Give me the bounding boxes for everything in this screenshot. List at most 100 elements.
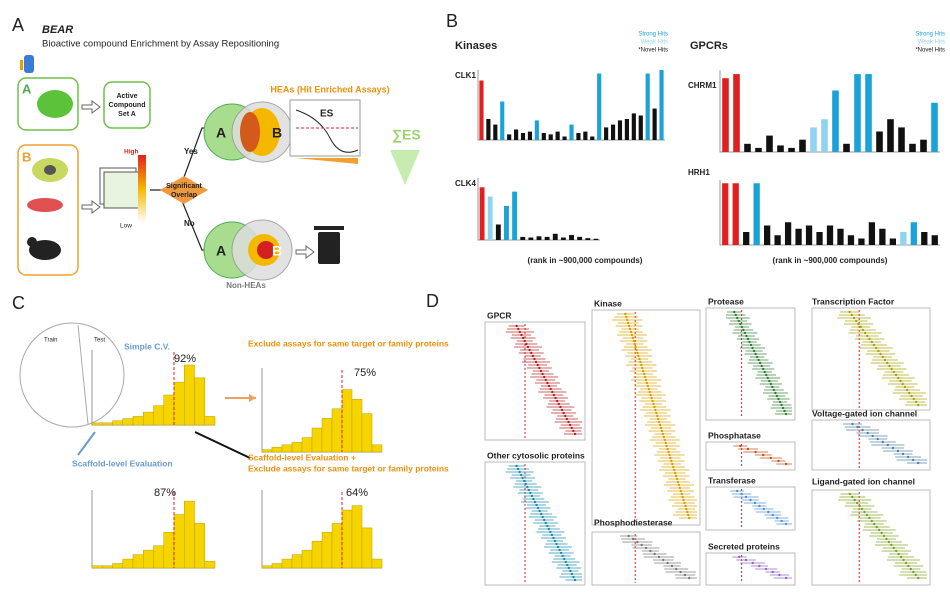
bar	[652, 108, 657, 140]
decor-point	[665, 444, 668, 448]
legend-entry: Weak Hits	[641, 40, 668, 46]
decor-point	[890, 367, 893, 371]
bar	[91, 422, 103, 426]
decor-point	[762, 507, 766, 511]
decor-point	[648, 390, 651, 394]
bar	[887, 119, 894, 152]
decor-point	[881, 355, 884, 359]
bar	[261, 449, 273, 453]
decor-point	[742, 328, 745, 332]
decor-point	[547, 527, 551, 531]
decor-point	[765, 373, 768, 377]
bar	[361, 413, 373, 453]
axis	[477, 70, 665, 141]
decor-point	[524, 482, 527, 486]
decor-point	[907, 564, 910, 568]
decor-point	[866, 334, 869, 338]
decor-point	[521, 476, 524, 480]
decor-point	[861, 428, 864, 432]
decor-point	[778, 573, 781, 577]
decor-point	[664, 441, 667, 445]
legend-entry: *Novel Hits	[638, 48, 668, 54]
decor-point	[667, 450, 670, 454]
decor-point	[535, 503, 538, 507]
decor-point	[554, 396, 557, 400]
decor-point	[746, 337, 750, 341]
bar	[604, 127, 609, 140]
label: ES	[320, 109, 334, 120]
bar	[788, 147, 795, 152]
bar	[743, 232, 750, 245]
bar	[722, 78, 729, 152]
decor-point	[853, 498, 856, 502]
decor-point	[515, 464, 518, 468]
panel-label: A	[12, 15, 24, 35]
label: B	[22, 149, 31, 164]
decor-point	[559, 551, 563, 555]
decor-point	[879, 352, 882, 356]
decor-point	[628, 327, 632, 331]
bar	[153, 545, 164, 569]
decor-point	[632, 339, 635, 343]
bar	[514, 129, 519, 140]
decor-point	[784, 462, 788, 466]
decor-point	[547, 384, 551, 388]
decor-point	[555, 542, 558, 546]
decor-point	[518, 470, 521, 474]
decor-point	[863, 510, 866, 514]
decor-point	[762, 453, 765, 457]
bar	[931, 235, 938, 245]
bar	[909, 143, 916, 152]
decor-point	[625, 315, 628, 319]
bar	[733, 74, 740, 152]
bar	[774, 235, 781, 245]
decor-point	[516, 467, 520, 471]
logo: BEAR	[42, 24, 73, 36]
decor-point	[886, 361, 889, 365]
bar	[744, 143, 751, 152]
label: B	[272, 243, 282, 259]
decor-point	[901, 382, 904, 386]
decor-point	[771, 513, 774, 517]
decor-point	[660, 429, 664, 433]
decor-point	[527, 488, 531, 492]
bar	[361, 527, 373, 569]
bar	[900, 232, 907, 245]
decor-point	[523, 339, 526, 343]
decor-point	[906, 455, 910, 459]
percent: 92%	[174, 353, 196, 365]
decor-point	[784, 576, 788, 580]
decor-point	[645, 381, 649, 385]
decor-point	[560, 408, 564, 412]
subpanel-title: Phosphodiesterase	[594, 517, 673, 527]
decor-point	[851, 422, 854, 426]
plot-label: CHRM1	[688, 81, 717, 90]
decor-point	[657, 417, 660, 421]
bar	[132, 554, 144, 569]
decor-point	[669, 456, 672, 460]
decor-point	[745, 334, 748, 338]
bar	[799, 139, 806, 152]
decor-point	[528, 348, 531, 352]
label: Significant	[166, 183, 202, 190]
percent: 87%	[154, 487, 176, 499]
decor-point	[748, 340, 751, 344]
subpanel-title: Kinase	[594, 298, 622, 308]
bar	[593, 238, 599, 240]
subpanel-frame	[705, 441, 796, 471]
bar	[102, 422, 113, 426]
decor-point	[892, 546, 895, 550]
decor-point	[538, 509, 541, 513]
subpanel-frame	[811, 419, 931, 471]
decor-point	[518, 330, 522, 334]
label: Scaffold-level Evaluation +	[248, 452, 356, 462]
bar	[371, 444, 383, 453]
bar	[865, 74, 872, 152]
decor-point	[638, 357, 641, 361]
bar	[645, 73, 650, 140]
decor-point	[904, 561, 908, 565]
decor-point	[526, 345, 530, 349]
subpanel-frame	[705, 307, 796, 421]
bar	[495, 224, 501, 240]
decor-point	[552, 536, 555, 540]
